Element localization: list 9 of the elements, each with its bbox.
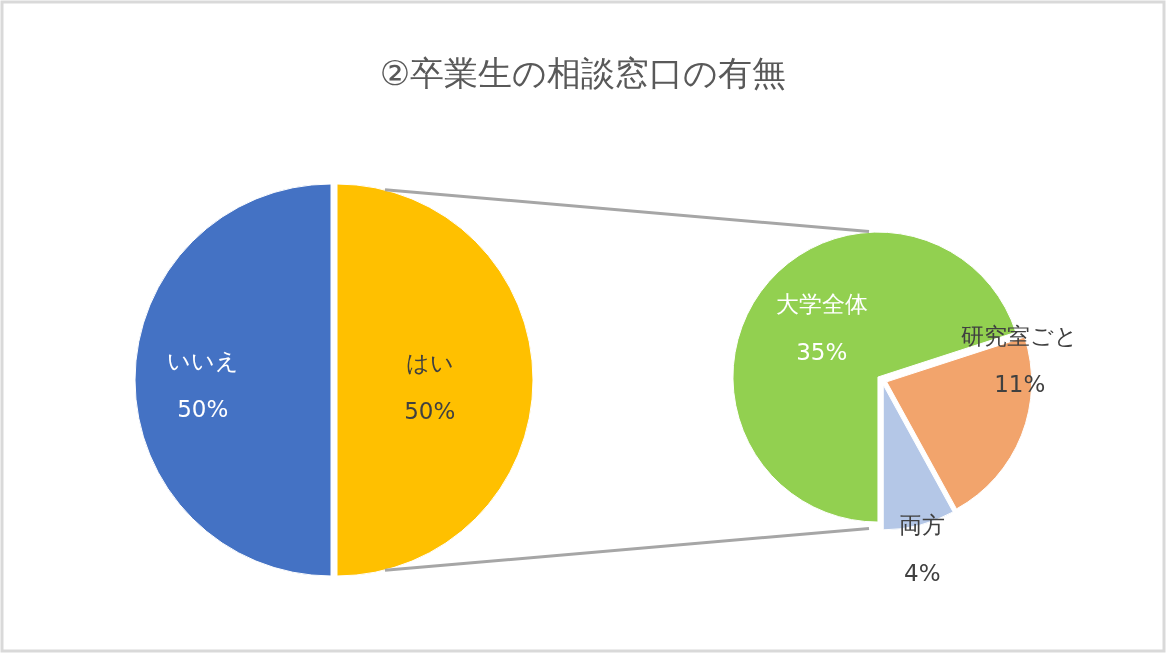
data-label: 35% xyxy=(796,338,848,365)
data-label: 50% xyxy=(404,397,456,424)
slice-label: 両方 xyxy=(899,512,946,539)
slice-label: はい xyxy=(405,349,454,376)
chart-title: ②卒業生の相談窓口の有無 xyxy=(379,53,787,93)
slice-label: 大学全体 xyxy=(775,290,868,317)
data-label: 4% xyxy=(904,560,941,587)
slice-label: いいえ xyxy=(166,347,239,374)
data-label: 50% xyxy=(177,395,229,422)
